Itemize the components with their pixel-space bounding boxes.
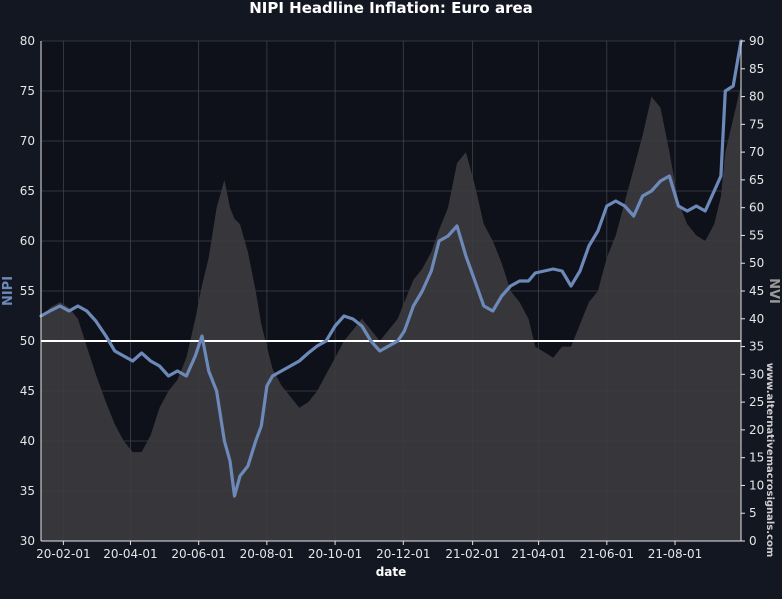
x-tick-label: 21-02-01	[445, 547, 499, 561]
tick-labels: 30 35 40 45 50 55 60 65 70 75 80 0 5 10 15 20 25 30 35 40 45…	[20, 34, 765, 561]
nipi-line	[39, 39, 743, 498]
axes	[40, 40, 745, 545]
x-tick-label: 21-04-01	[511, 547, 565, 561]
y2-tick-label: 70	[749, 145, 764, 159]
nvi-area-group	[41, 85, 741, 542]
y2-tick-label: 25	[749, 395, 764, 409]
y2-tick-label: 65	[749, 173, 764, 187]
y2-tick-label: 35	[749, 340, 764, 354]
y2-tick-label: 15	[749, 451, 764, 465]
nvi-area	[41, 85, 741, 542]
y-tick-label: 60	[20, 234, 35, 248]
y2-tick-label: 5	[749, 506, 757, 520]
x-axis-label: date	[376, 565, 407, 579]
y-axis-label: NIPI	[1, 276, 16, 306]
y-tick-label: 45	[20, 384, 35, 398]
chart-title: NIPI Headline Inflation: Euro area	[249, 0, 533, 17]
y2-tick-label: 30	[749, 367, 764, 381]
y-tick-label: 75	[20, 84, 35, 98]
y2-tick-label: 60	[749, 201, 764, 215]
x-tick-label: 20-04-01	[103, 547, 157, 561]
y2-tick-label: 10	[749, 478, 764, 492]
y2-tick-label: 40	[749, 312, 764, 326]
y2-tick-label: 50	[749, 256, 764, 270]
y-tick-label: 55	[20, 284, 35, 298]
y-tick-label: 50	[20, 334, 35, 348]
y2-tick-label: 0	[749, 534, 757, 548]
y-tick-label: 40	[20, 434, 35, 448]
y2-tick-label: 55	[749, 228, 764, 242]
x-tick-label: 21-08-01	[648, 547, 702, 561]
x-tick-label: 20-12-01	[376, 547, 430, 561]
y2-tick-label: 20	[749, 423, 764, 437]
y-tick-label: 65	[20, 184, 35, 198]
y-tick-label: 30	[20, 534, 35, 548]
y2-tick-label: 85	[749, 62, 764, 76]
y2-axis-label: NVI	[766, 278, 781, 304]
y2-tick-label: 90	[749, 34, 764, 48]
y2-tick-label: 80	[749, 90, 764, 104]
y-tick-label: 80	[20, 34, 35, 48]
x-tick-label: 20-06-01	[171, 547, 225, 561]
x-tick-label: 20-08-01	[240, 547, 294, 561]
x-tick-label: 20-02-01	[36, 547, 90, 561]
y2-tick-label: 75	[749, 117, 764, 131]
y-tick-label: 35	[20, 484, 35, 498]
watermark: www.alternativemacrosignals.com	[764, 363, 775, 558]
x-tick-label: 20-10-01	[308, 547, 362, 561]
x-tick-label: 21-06-01	[580, 547, 634, 561]
y2-tick-label: 45	[749, 284, 764, 298]
y-tick-label: 70	[20, 134, 35, 148]
nipi-line-group	[39, 39, 743, 498]
